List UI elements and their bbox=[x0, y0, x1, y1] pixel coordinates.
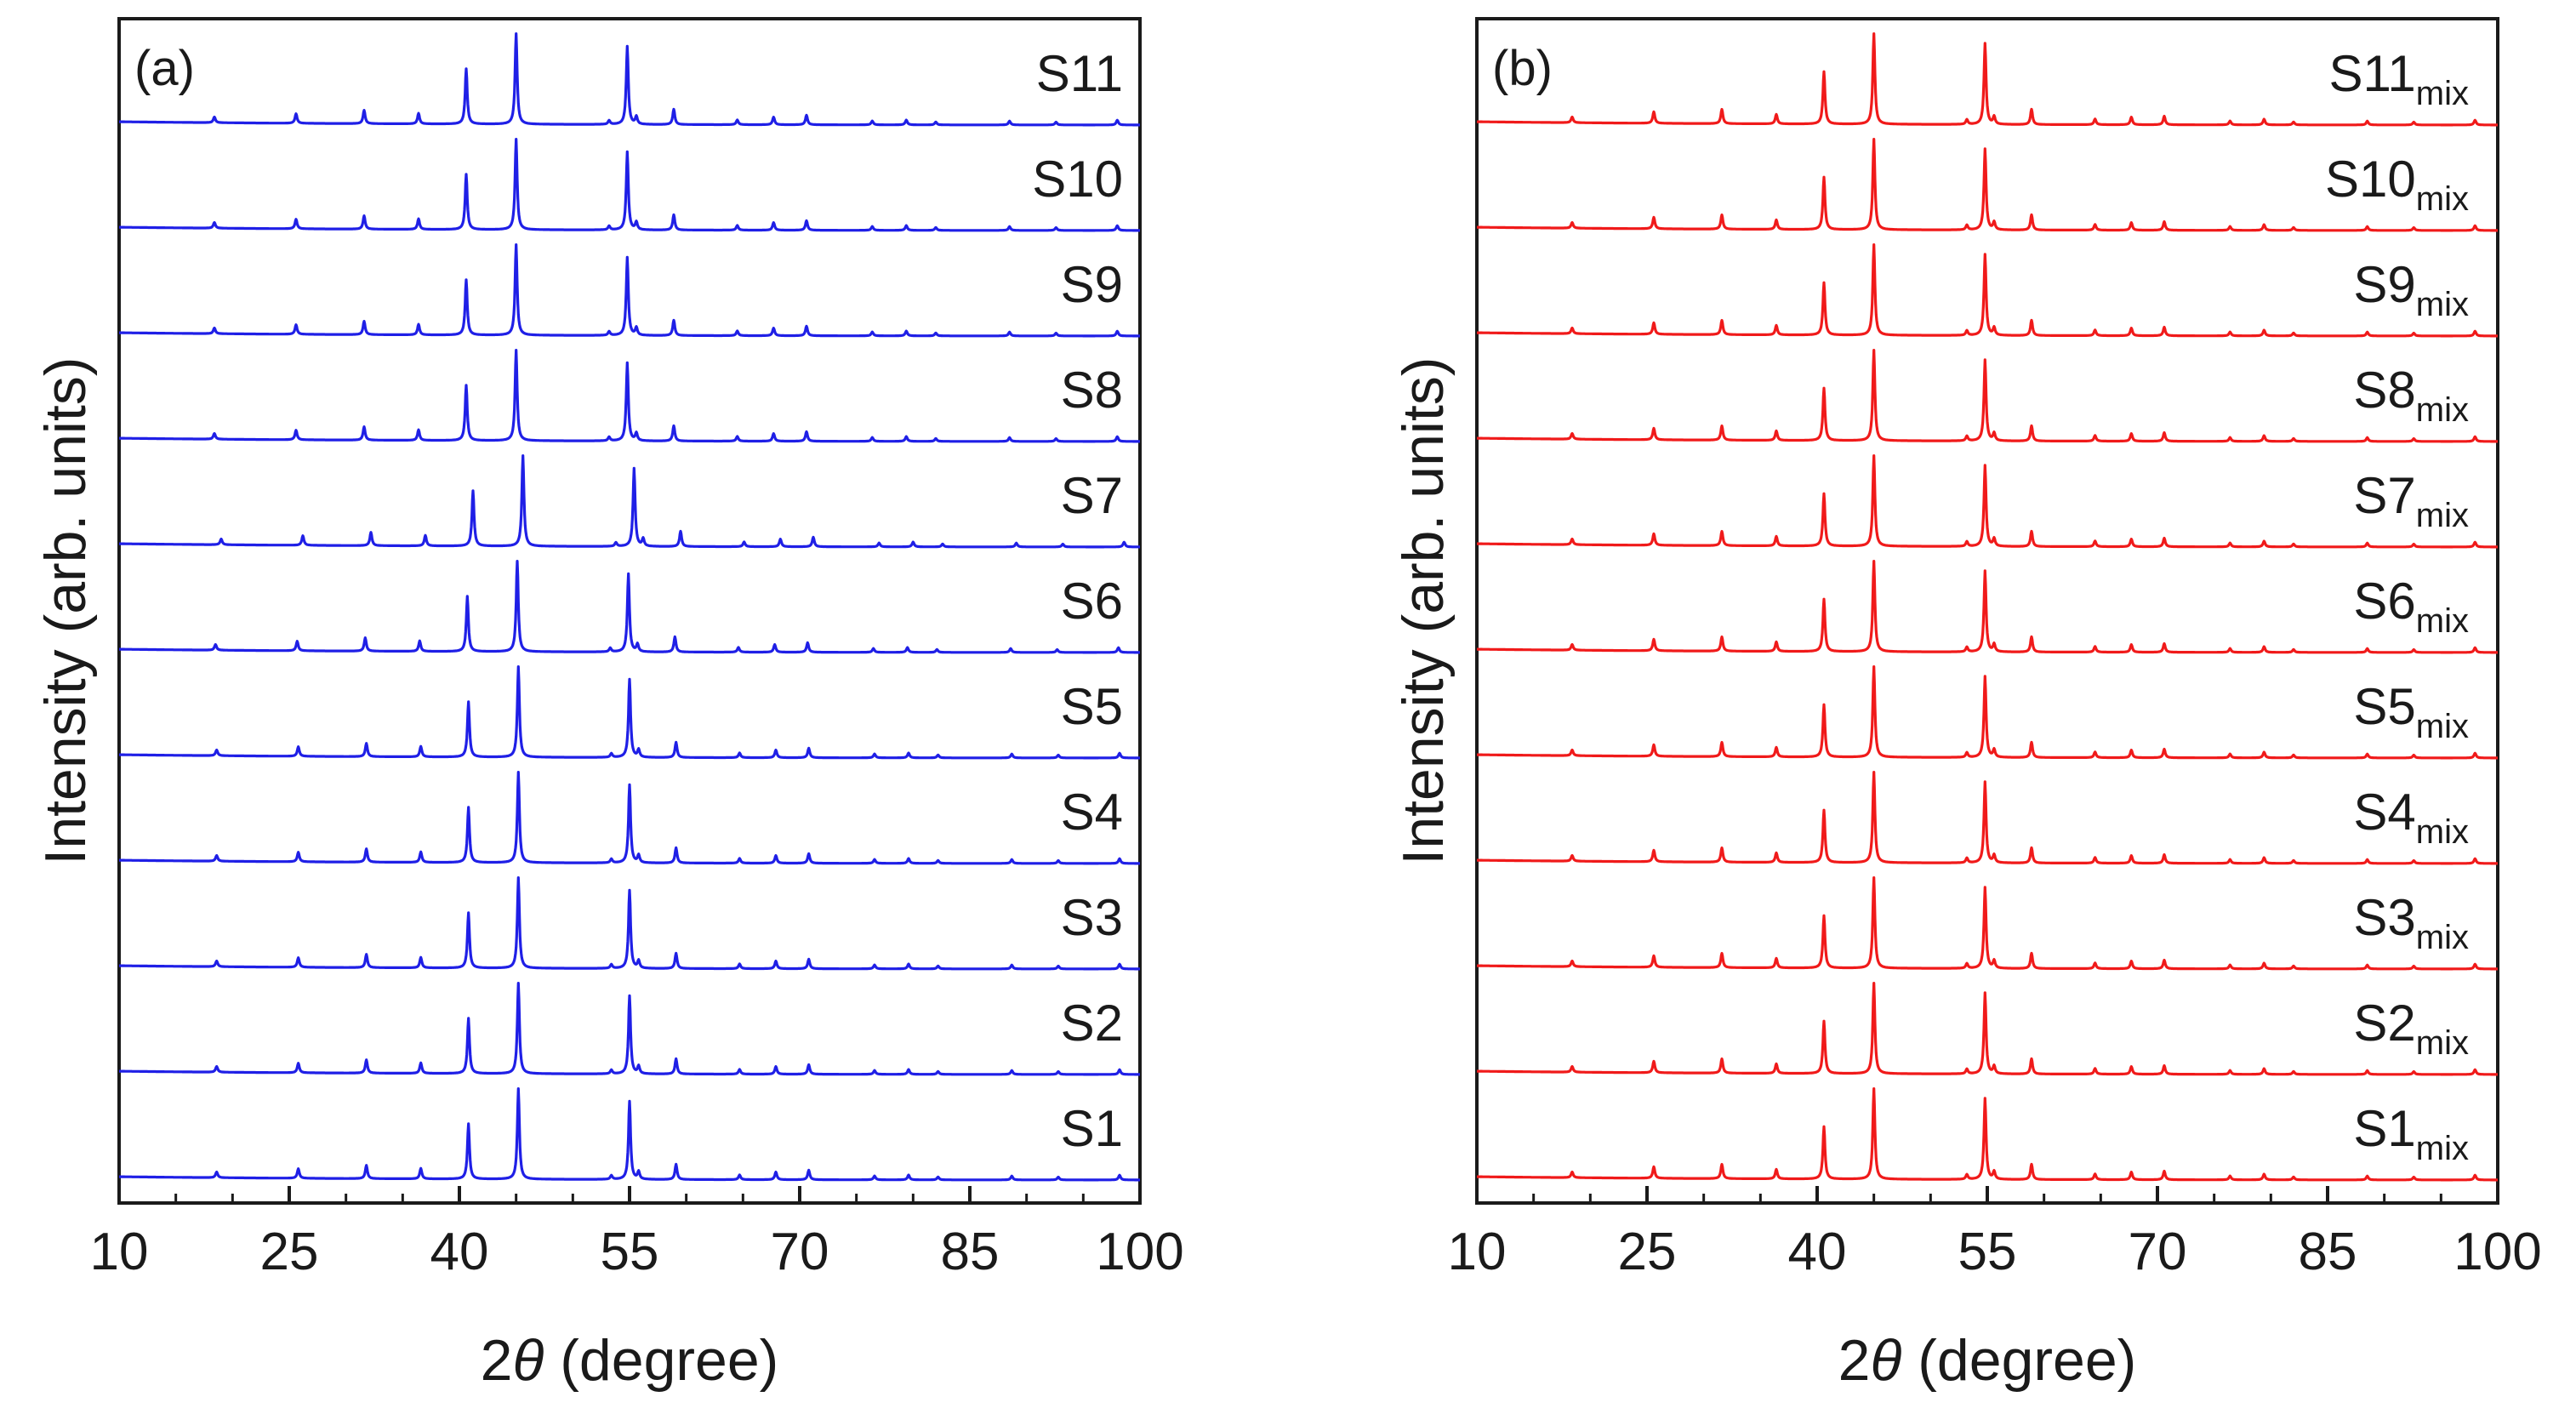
panel-b-label-s2: S2mix bbox=[2353, 995, 2469, 1062]
panel-b-x-tick-label: 55 bbox=[1958, 1223, 2017, 1281]
panel-a: S11 S10 S9 S8 S7 S6 S5 S4 S3 S2 S1 10 25 40 55 70 85 100… bbox=[33, 17, 1184, 1393]
panel-a-label-s9: S9 bbox=[1061, 256, 1123, 313]
panel-a-series-labels: S11 S10 S9 S8 S7 S6 S5 S4 S3 S2 S1 bbox=[1032, 45, 1123, 1157]
panel-b-label-s6: S6mix bbox=[2353, 573, 2469, 640]
panel-b-x-tick-label: 40 bbox=[1788, 1223, 1847, 1281]
panel-a-x-tick-label: 85 bbox=[941, 1223, 1000, 1281]
panel-a-trace-s7 bbox=[118, 454, 1141, 549]
panel-b-series-labels: S11mix S10mix S9mix S8mix S7mix S6mix S5mix S4m… bbox=[2325, 45, 2469, 1167]
panel-b-trace-s7 bbox=[1476, 454, 2499, 549]
panel-a-label-s1: S1 bbox=[1061, 1100, 1123, 1157]
panel-b-trace-s10 bbox=[1476, 138, 2499, 232]
panel-b-x-tick-label: 25 bbox=[1618, 1223, 1677, 1281]
panel-a-label-s6: S6 bbox=[1061, 573, 1123, 630]
panel-a-label-s8: S8 bbox=[1061, 362, 1123, 419]
panel-b-x-axis-title: 2θ (degree) bbox=[1838, 1328, 2137, 1393]
panel-a-tag: (a) bbox=[134, 41, 195, 96]
panel-a-x-tick-label: 25 bbox=[260, 1223, 319, 1281]
panel-b-label-s1: S1mix bbox=[2353, 1100, 2469, 1167]
panel-a-x-tick-label: 40 bbox=[430, 1223, 489, 1281]
panel-a-trace-s10 bbox=[118, 138, 1141, 232]
panel-b-x-tick-label: 70 bbox=[2129, 1223, 2187, 1281]
panel-b-trace-s9 bbox=[1476, 243, 2499, 338]
panel-a-x-axis-title: 2θ (degree) bbox=[481, 1328, 779, 1393]
panel-a-label-s5: S5 bbox=[1061, 678, 1123, 735]
panel-b-trace-s5 bbox=[1476, 665, 2499, 760]
panel-a-trace-s6 bbox=[118, 560, 1141, 654]
panel-a-label-s11: S11 bbox=[1036, 45, 1123, 102]
panel-b-trace-s2 bbox=[1476, 982, 2499, 1076]
panel-b-trace-s11 bbox=[1476, 32, 2499, 127]
panel-a-label-s3: S3 bbox=[1061, 889, 1123, 946]
panel-a-x-tick-label: 70 bbox=[771, 1223, 829, 1281]
panel-b-tag: (b) bbox=[1492, 41, 1553, 96]
panel-b-label-s3: S3mix bbox=[2353, 889, 2469, 956]
panel-a-label-s2: S2 bbox=[1061, 995, 1123, 1052]
panel-a-trace-s2 bbox=[118, 982, 1141, 1076]
panel-b-label-s7: S7mix bbox=[2353, 467, 2469, 534]
panel-a-traces bbox=[118, 32, 1141, 1182]
panel-b-label-s5: S5mix bbox=[2353, 678, 2469, 745]
panel-b: S11mix S10mix S9mix S8mix S7mix S6mix S5mix S4m… bbox=[1391, 17, 2542, 1393]
panel-a-x-tick-label: 10 bbox=[90, 1223, 149, 1281]
panel-b-x-tick-label: 100 bbox=[2453, 1223, 2541, 1281]
panel-b-label-s10: S10mix bbox=[2325, 151, 2469, 218]
panel-b-traces bbox=[1476, 32, 2499, 1182]
panel-b-label-s8: S8mix bbox=[2353, 362, 2469, 429]
panel-b-trace-s6 bbox=[1476, 560, 2499, 654]
panel-b-y-axis-title: Intensity (arb. units) bbox=[1391, 356, 1456, 864]
panel-a-y-axis-title: Intensity (arb. units) bbox=[33, 356, 98, 864]
panel-a-trace-s4 bbox=[118, 771, 1141, 865]
panel-b-trace-s8 bbox=[1476, 349, 2499, 443]
panel-a-label-s10: S10 bbox=[1032, 151, 1123, 208]
panel-a-x-ticks: 10 25 40 55 70 85 100 bbox=[90, 1186, 1184, 1281]
panel-b-label-s9: S9mix bbox=[2353, 256, 2469, 323]
panel-a-trace-s9 bbox=[118, 243, 1141, 338]
panel-b-trace-s3 bbox=[1476, 876, 2499, 971]
panel-a-trace-s1 bbox=[118, 1087, 1141, 1182]
panel-b-x-ticks: 10 25 40 55 70 85 100 bbox=[1448, 1186, 2542, 1281]
panel-a-trace-s8 bbox=[118, 349, 1141, 443]
panel-a-label-s7: S7 bbox=[1061, 467, 1123, 524]
panel-a-trace-s11 bbox=[118, 32, 1141, 127]
panel-b-trace-s1 bbox=[1476, 1087, 2499, 1182]
panel-a-trace-s3 bbox=[118, 876, 1141, 971]
panel-b-label-s11: S11mix bbox=[2328, 45, 2469, 112]
panel-b-label-s4: S4mix bbox=[2353, 784, 2469, 851]
panel-b-x-tick-label: 85 bbox=[2299, 1223, 2357, 1281]
panel-b-trace-s4 bbox=[1476, 771, 2499, 865]
panel-b-x-tick-label: 10 bbox=[1448, 1223, 1507, 1281]
panel-a-x-tick-label: 55 bbox=[601, 1223, 659, 1281]
panel-a-x-tick-label: 100 bbox=[1096, 1223, 1183, 1281]
panel-a-trace-s5 bbox=[118, 665, 1141, 760]
panel-a-label-s4: S4 bbox=[1061, 784, 1123, 841]
